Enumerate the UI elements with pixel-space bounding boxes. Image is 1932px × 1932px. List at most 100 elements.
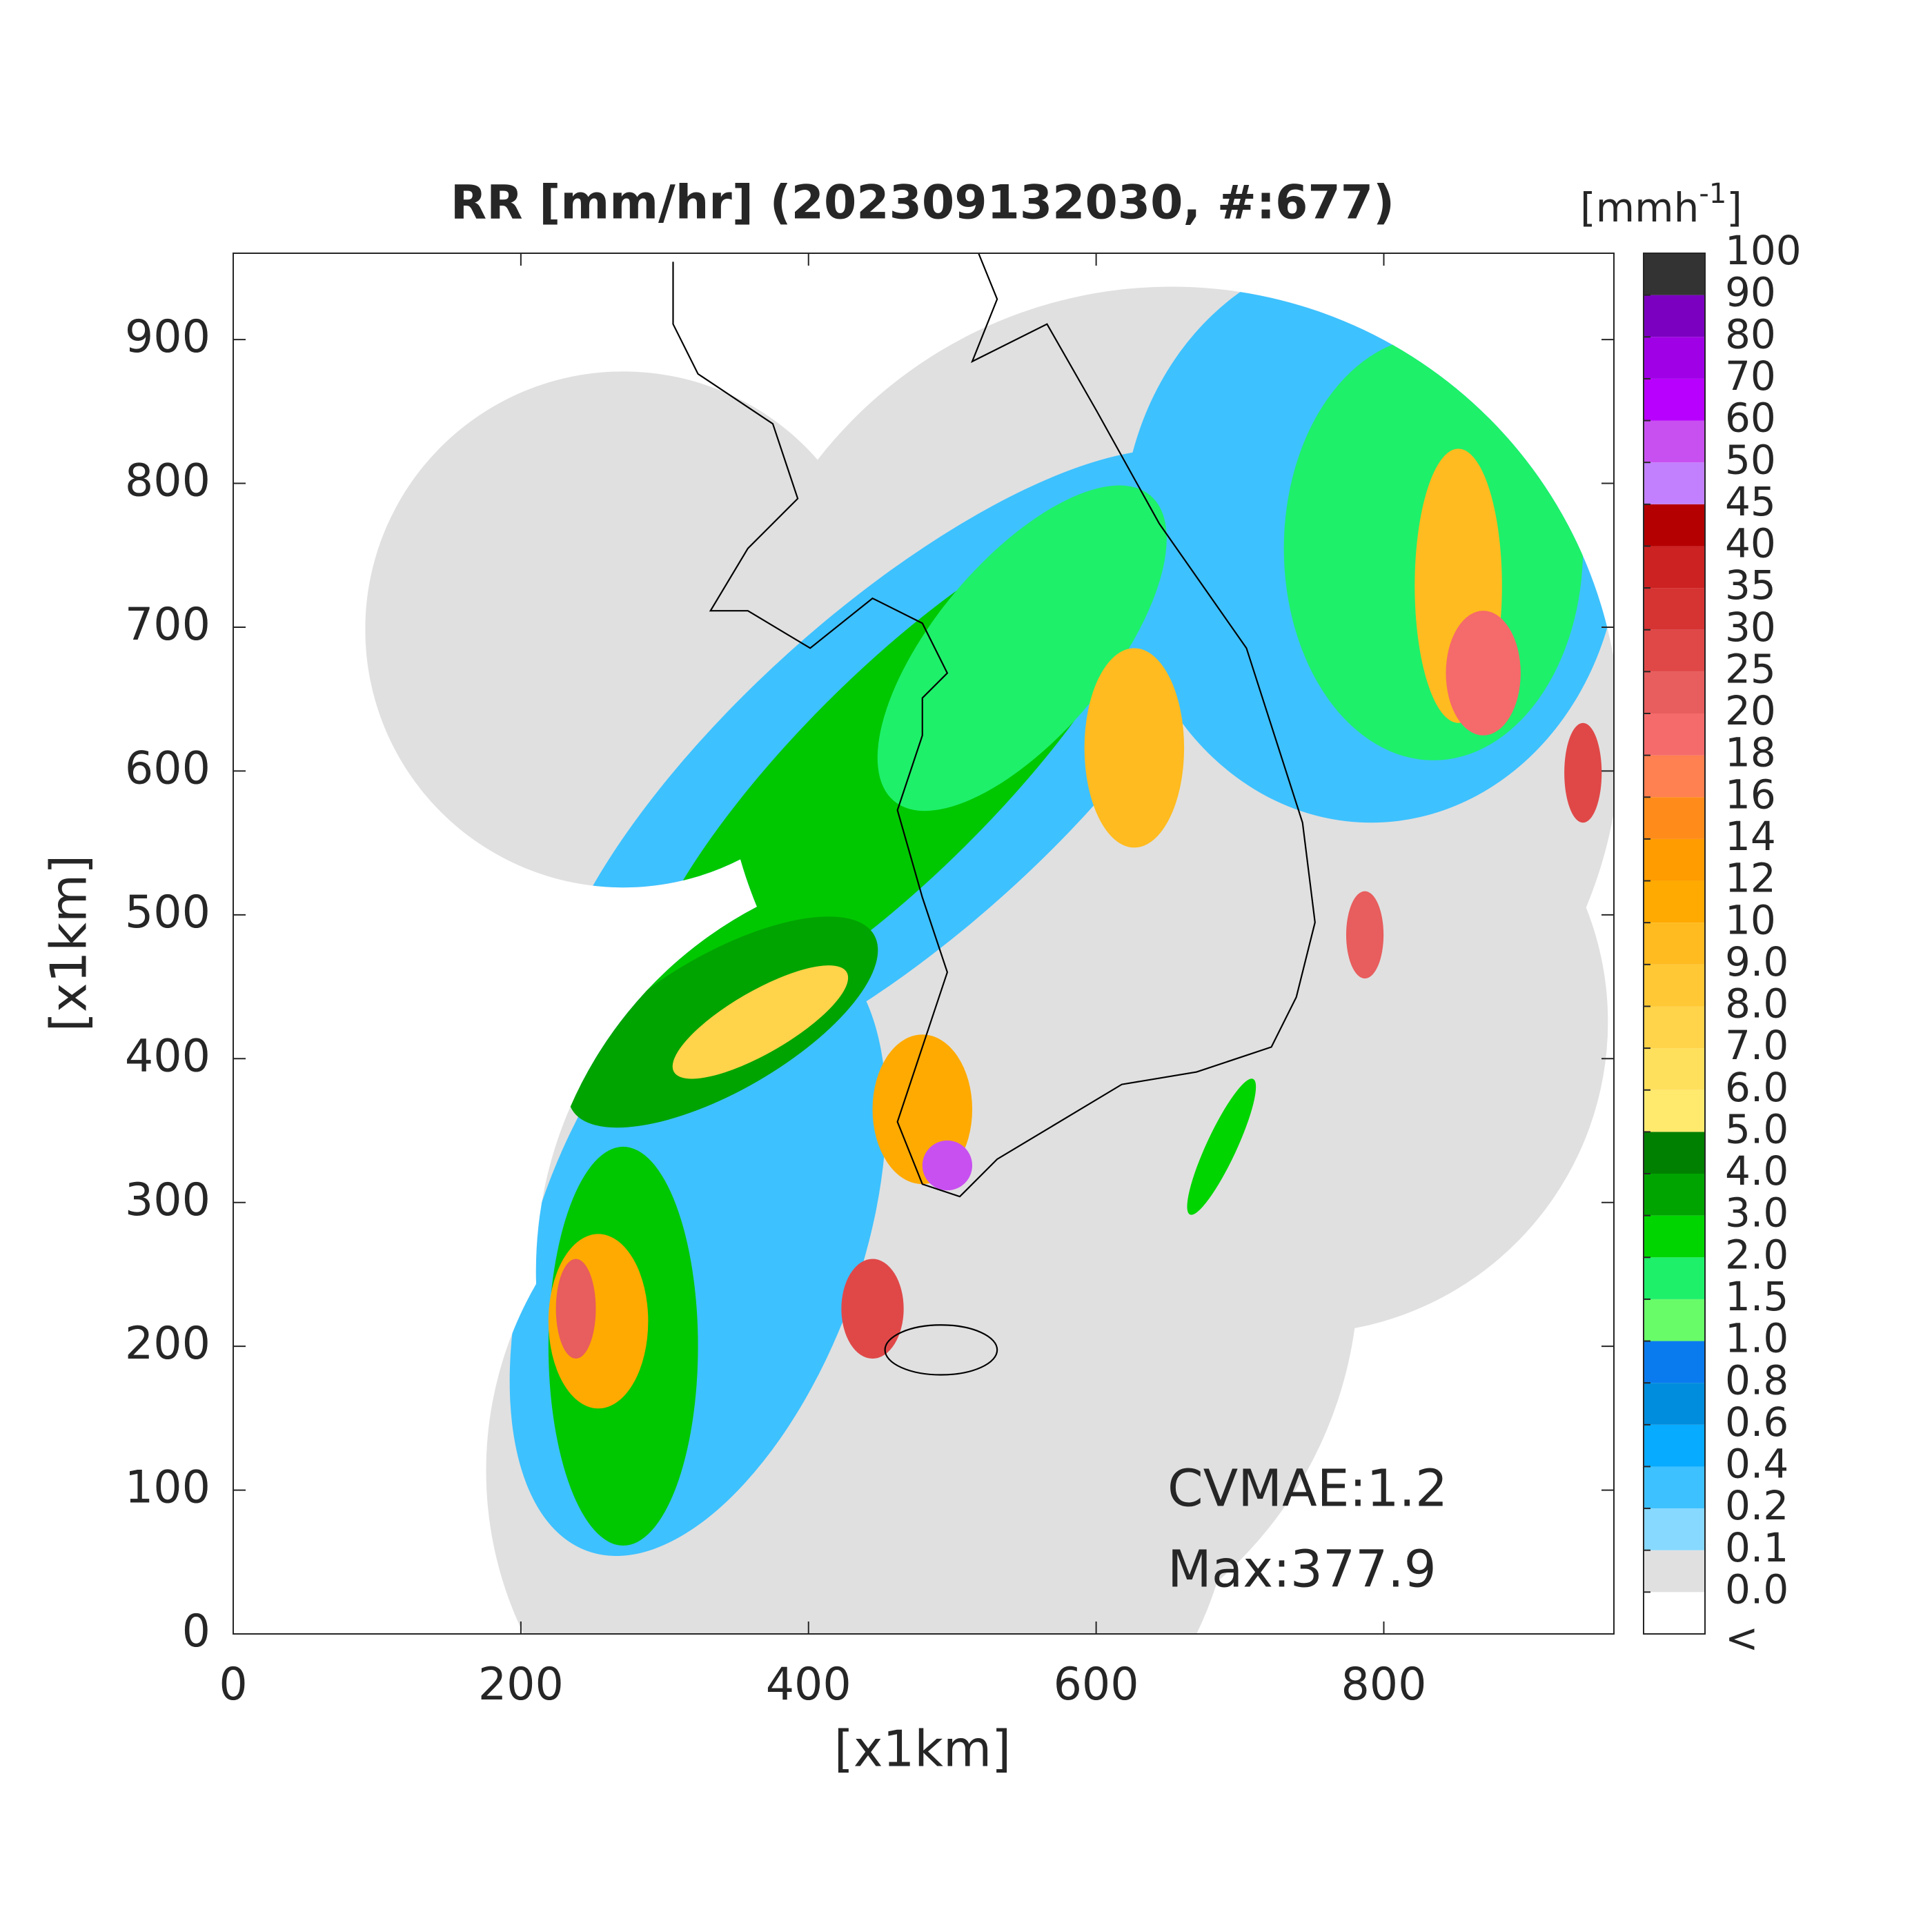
colorbar-tick-label: 90: [1725, 269, 1776, 316]
y-tick-label: 600: [125, 742, 210, 794]
y-axis-label: [x1km]: [40, 855, 98, 1032]
x-tick-label: 200: [478, 1659, 564, 1711]
colorbar-segment: [1644, 1048, 1705, 1090]
colorbar-tick-label: 1.5: [1725, 1273, 1788, 1320]
colorbar-segment: [1644, 1550, 1705, 1593]
colorbar-segment: [1644, 1299, 1705, 1341]
colorbar-segment: [1644, 838, 1705, 881]
colorbar-segment: [1644, 629, 1705, 672]
colorbar-tick-label: 6.0: [1725, 1064, 1788, 1111]
colorbar-unit: [mmh-1]: [1580, 178, 1742, 231]
y-tick-label: 400: [125, 1030, 210, 1082]
colorbar-tick-label: 0.8: [1725, 1357, 1788, 1403]
map-layer: [365, 253, 1615, 1635]
island-outline: [884, 1324, 998, 1376]
colorbar-segment: [1644, 504, 1705, 546]
radar-coverage: [365, 286, 1615, 1635]
y-tick-label: 300: [125, 1174, 210, 1226]
radar-field: [365, 253, 1615, 1635]
unit-superscript: -1: [1699, 178, 1726, 210]
colorbar-segment: [1644, 1341, 1705, 1383]
colorbar-segment: [1644, 1383, 1705, 1425]
colorbar-tick-label: 0.2: [1725, 1482, 1788, 1529]
colorbar-label: <: [1725, 1615, 1759, 1662]
colorbar-tick-label: 0.1: [1725, 1524, 1788, 1571]
colorbar-segment: [1644, 1466, 1705, 1509]
colorbar-segment: [1644, 588, 1705, 630]
unit-text: [mmh: [1580, 184, 1699, 231]
y-tick-label: 100: [125, 1462, 210, 1514]
colorbar-tick-label: 12: [1725, 855, 1776, 902]
plot-frame: [233, 253, 1615, 1635]
colorbar-segment: [1644, 420, 1705, 463]
colorbar-tick-label: 8.0: [1725, 980, 1788, 1027]
colorbar-tick-label: 0.0: [1725, 1566, 1788, 1613]
colorbar-segment: [1644, 1006, 1705, 1049]
colorbar-segment: [1644, 755, 1705, 798]
colorbar-tick-label: 7.0: [1725, 1022, 1788, 1069]
x-tick-label: 800: [1341, 1659, 1426, 1711]
colorbar-tick-label: 100: [1725, 227, 1802, 274]
chart-title: RR [mm/hr] (202309132030, #:677): [451, 176, 1394, 230]
y-tick-label: 500: [125, 887, 210, 938]
colorbar-segment: [1644, 253, 1705, 295]
x-tick-label: 0: [219, 1659, 247, 1711]
colorbar-tick-label: 0.4: [1725, 1441, 1788, 1488]
colorbar-tick-label: 35: [1725, 562, 1776, 609]
colorbar-segment: [1644, 964, 1705, 1007]
colorbar-tick-label: 4.0: [1725, 1147, 1788, 1194]
colorbar-segment: [1644, 797, 1705, 839]
colorbar-segment: [1644, 378, 1705, 421]
y-tick-label: 700: [125, 599, 210, 651]
y-tick-label: 900: [125, 311, 210, 363]
colorbar-segment: [1644, 462, 1705, 504]
colorbar-tick-label: 2.0: [1725, 1231, 1788, 1278]
colorbar-tick-label: 80: [1725, 310, 1776, 357]
colorbar-segment: [1644, 295, 1705, 337]
y-tick-label: 200: [125, 1318, 210, 1370]
colorbar-tick-label: 10: [1725, 896, 1776, 943]
colorbar-tick-label: 5.0: [1725, 1105, 1788, 1152]
colorbar-segment: [1644, 1174, 1705, 1216]
colorbar-tick-label: 3.0: [1725, 1190, 1788, 1236]
x-tick-label: 400: [766, 1659, 851, 1711]
colorbar-tick-label: 16: [1725, 771, 1776, 818]
y-tick-label: 0: [182, 1606, 210, 1657]
colorbar-tick-label: 60: [1725, 395, 1776, 442]
colorbar-tick-label: 18: [1725, 729, 1776, 776]
unit-text: ]: [1726, 184, 1742, 231]
coastline: [672, 253, 1316, 1198]
colorbar-segment: [1644, 880, 1705, 923]
colorbar-tick-label: 70: [1725, 353, 1776, 400]
annotation: CVMAE:1.2: [1167, 1459, 1448, 1519]
colorbar-segment: [1644, 923, 1705, 965]
colorbar-segment: [1644, 713, 1705, 756]
x-tick-label: 600: [1054, 1659, 1139, 1711]
x-axis-label: [x1km]: [834, 1720, 1011, 1778]
y-tick-label: 800: [125, 455, 210, 507]
colorbar-segment: [1644, 337, 1705, 379]
colorbar-tick-label: 0.6: [1725, 1399, 1788, 1446]
colorbar-segment: [1644, 1257, 1705, 1299]
colorbar-segment: [1644, 546, 1705, 589]
colorbar-tick-label: 9.0: [1725, 938, 1788, 985]
colorbar-segment: [1644, 1592, 1705, 1634]
colorbar-segment: [1644, 671, 1705, 713]
colorbar-segment: [1644, 1215, 1705, 1258]
colorbar-segment: [1644, 1132, 1705, 1174]
colorbar-tick-label: 14: [1725, 813, 1776, 860]
colorbar-tick-label: 45: [1725, 478, 1776, 525]
colorbar-tick-label: 1.0: [1725, 1315, 1788, 1362]
colorbar-segment: [1644, 1424, 1705, 1467]
colorbar-segment: [1644, 1508, 1705, 1550]
colorbar-tick-label: 50: [1725, 436, 1776, 483]
colorbar-tick-label: 25: [1725, 645, 1776, 692]
annotation: Max:377.9: [1167, 1540, 1437, 1599]
colorbar-tick-label: 40: [1725, 520, 1776, 567]
colorbar-tick-label: 30: [1725, 604, 1776, 651]
colorbar-frame: [1643, 253, 1706, 1635]
colorbar-tick-label: 20: [1725, 687, 1776, 734]
colorbar-segment: [1644, 1090, 1705, 1132]
